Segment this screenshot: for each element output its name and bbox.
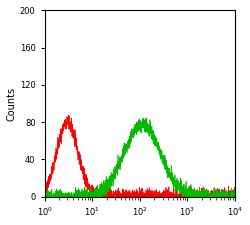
Y-axis label: Counts: Counts — [7, 86, 17, 121]
